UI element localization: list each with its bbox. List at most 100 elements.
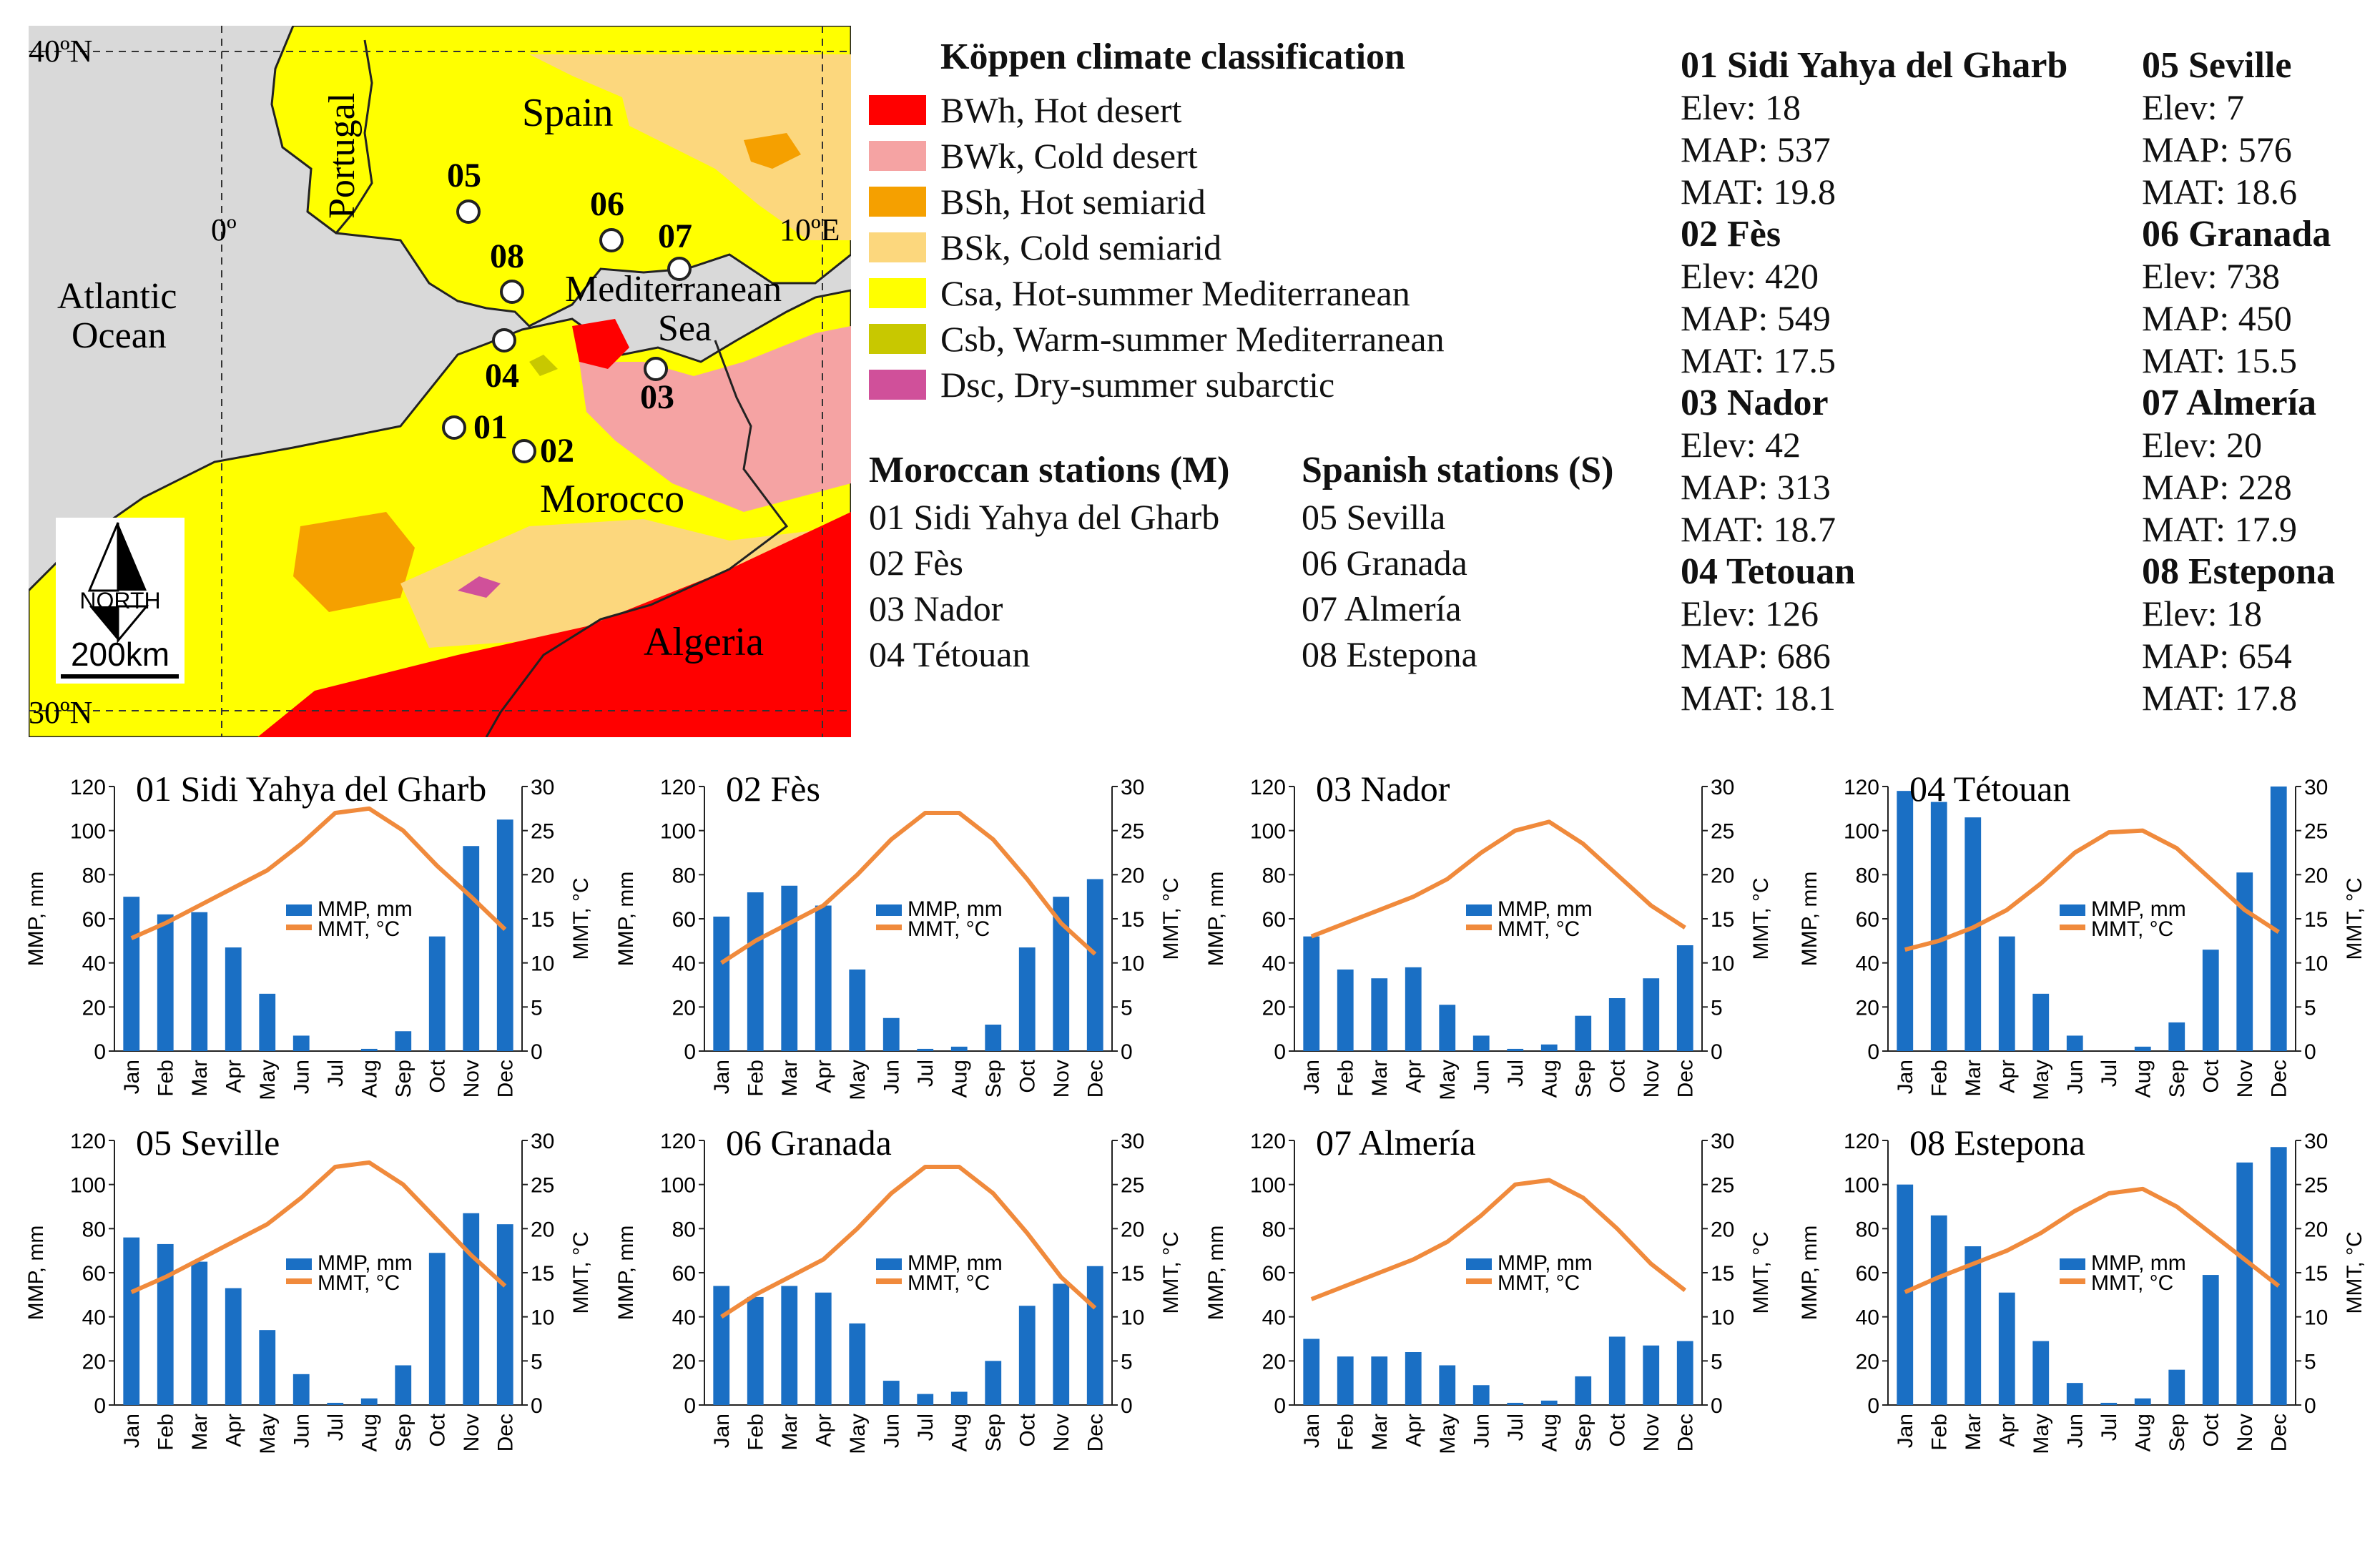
bar-oct [2202, 1275, 2219, 1405]
lat-label-40: 40ºN [29, 34, 92, 69]
x-tick-label: Jan [710, 1060, 734, 1094]
lat-label-30: 30ºN [29, 695, 92, 730]
bar-may [259, 1330, 276, 1405]
stat-block-03: 03 Nador Elev: 42 MAP: 313 MAT: 18.7 [1681, 382, 2067, 551]
legend-label-mmt: MMT, °C [908, 1271, 990, 1295]
x-tick-label: Aug [358, 1060, 381, 1098]
x-tick-label: May [846, 1414, 870, 1454]
y2-tick-label: 30 [1121, 1130, 1144, 1153]
station-marker-05 [456, 199, 481, 224]
legend-item-bsk: BSk, Cold semiarid [869, 225, 1221, 270]
bar-nov [1053, 897, 1070, 1051]
x-tick-label: Jun [290, 1060, 313, 1094]
x-tick-label: Oct [2199, 1059, 2223, 1093]
bar-oct [428, 1253, 446, 1405]
y-axis-label: MMP, mm [24, 1226, 48, 1321]
y2-tick-label: 25 [1711, 820, 1734, 844]
stat-map: MAP: 537 [1681, 129, 1831, 169]
x-tick-label: Sep [392, 1414, 415, 1451]
stat-name: 04 Tetouan [1681, 551, 1856, 592]
portugal-border [335, 39, 373, 234]
y-tick-label: 40 [82, 952, 106, 976]
y2-tick-label: 10 [1121, 952, 1144, 976]
y-tick-label: 60 [82, 1262, 106, 1286]
y2-tick-label: 30 [1121, 776, 1144, 799]
bar-sep [1575, 1376, 1592, 1405]
x-tick-label: Apr [222, 1060, 245, 1093]
y2-tick-label: 10 [1121, 1306, 1144, 1330]
bar-feb [157, 1243, 174, 1405]
north-arrow-shade [118, 523, 147, 591]
stat-name: 08 Estepona [2142, 551, 2336, 592]
y2-tick-label: 30 [531, 776, 554, 799]
x-tick-label: Dec [2267, 1060, 2291, 1098]
y2-axis-label: MMT, °C [1749, 877, 1773, 960]
y-tick-label: 60 [1262, 908, 1286, 932]
x-tick-label: Apr [1402, 1414, 1425, 1447]
x-tick-label: Dec [493, 1060, 517, 1098]
y-tick-label: 20 [1856, 1350, 1879, 1374]
x-tick-label: Jun [1470, 1060, 1493, 1094]
bar-jan [1897, 791, 1914, 1051]
y-tick-label: 120 [70, 1130, 106, 1153]
x-tick-label: May [256, 1414, 280, 1454]
legend-label-mmp: MMP, mm [908, 1251, 1003, 1275]
legend-item-bwh: BWh, Hot desert [869, 87, 1181, 133]
y-axis-label: MMP, mm [1204, 1226, 1228, 1321]
x-tick-label: Jun [2063, 1060, 2087, 1094]
legend-label-bwk: BWk, Cold desert [940, 136, 1198, 176]
morocco-algeria-border [485, 340, 789, 738]
spanish-stations: Spanish stations (S) 05 Sevilla 06 Grana… [1302, 447, 1613, 677]
y-axis-label: MMP, mm [614, 872, 638, 967]
bar-apr [815, 905, 832, 1051]
y-tick-label: 120 [660, 776, 696, 799]
legend-label-mmt: MMT, °C [2091, 917, 2173, 941]
bar-may [2032, 993, 2050, 1051]
x-tick-label: Apr [812, 1060, 835, 1093]
koppen-legend: Köppen climate classification BWh, Hot d… [869, 36, 1656, 405]
y2-tick-label: 15 [1711, 908, 1734, 932]
y-tick-label: 80 [1856, 864, 1879, 887]
station-marker-03 [644, 357, 668, 381]
legend-swatch-bsk [869, 232, 926, 262]
x-tick-label: May [2030, 1060, 2053, 1100]
x-tick-label: Jun [1470, 1414, 1493, 1448]
label-ocean: Ocean [72, 315, 167, 356]
y2-tick-label: 0 [1711, 1394, 1723, 1418]
stat-elev: Elev: 738 [2142, 256, 2281, 296]
y-tick-label: 120 [1844, 1130, 1879, 1153]
bar-dec [1086, 879, 1103, 1051]
y-tick-label: 60 [672, 1262, 696, 1286]
x-tick-label: Jul [1504, 1060, 1528, 1087]
legend-item-csa: Csa, Hot-summer Mediterranean [869, 270, 1410, 316]
y2-tick-label: 5 [1121, 1350, 1133, 1374]
y2-tick-label: 25 [1121, 820, 1144, 844]
y-tick-label: 60 [82, 908, 106, 932]
x-tick-label: Dec [2267, 1414, 2291, 1451]
y-tick-label: 60 [672, 908, 696, 932]
y2-axis-label: MMT, °C [1159, 1231, 1183, 1313]
chart-title: 03 Nador [1316, 769, 1450, 809]
x-tick-label: Feb [1927, 1060, 1951, 1097]
x-tick-label: Aug [1538, 1060, 1561, 1098]
x-tick-label: Mar [188, 1414, 212, 1451]
bar-dec [1086, 1266, 1103, 1405]
legend-swatch-csb [869, 324, 926, 354]
bar-aug [2134, 1398, 2151, 1405]
temperature-line [720, 1165, 1097, 1319]
legend-label-mmt: MMT, °C [908, 917, 990, 941]
y2-tick-label: 15 [1711, 1262, 1734, 1286]
x-tick-label: Jan [120, 1060, 144, 1094]
temperature-line [1904, 828, 2280, 952]
y-tick-label: 80 [1856, 1218, 1879, 1241]
bar-jul [917, 1394, 934, 1405]
moroccan-station: 01 Sidi Yahya del Gharb [869, 497, 1220, 537]
y-tick-label: 40 [82, 1306, 106, 1330]
legend-label-mmt: MMT, °C [1498, 1271, 1580, 1295]
bar-jan [713, 1286, 730, 1405]
label-portugal: Portugal [322, 93, 363, 219]
legend-label-mmp: MMP, mm [318, 897, 413, 921]
x-tick-label: Jan [1894, 1414, 1917, 1448]
x-tick-label: Dec [1673, 1414, 1697, 1451]
y-tick-label: 40 [1856, 952, 1879, 976]
